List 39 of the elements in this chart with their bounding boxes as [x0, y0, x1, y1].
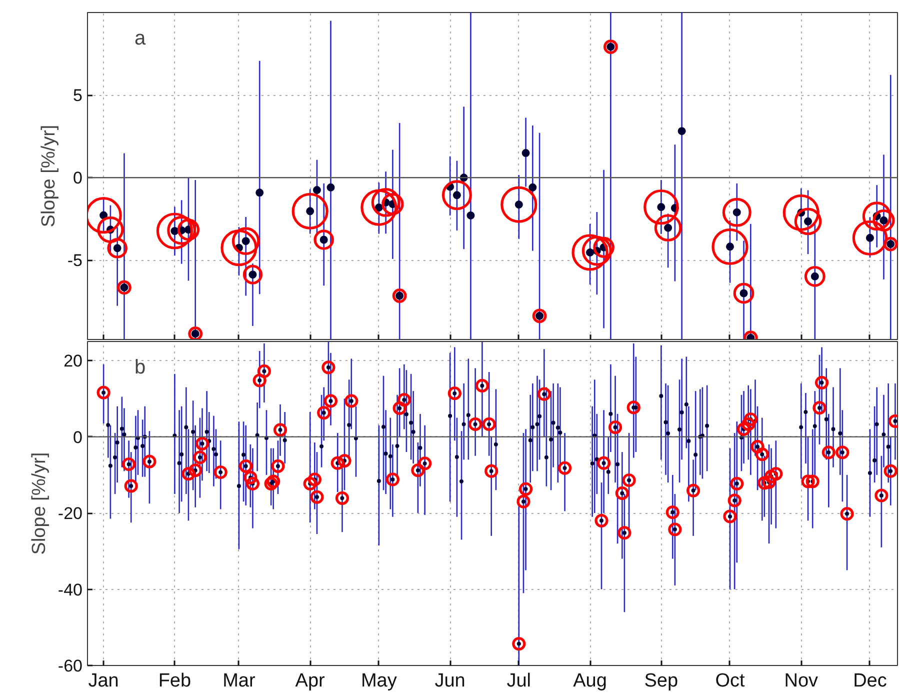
x-tick-label: Jan [88, 670, 119, 692]
annotation: a [134, 28, 146, 50]
point [866, 234, 874, 242]
point [514, 200, 523, 209]
y-tick-label: 20 [64, 352, 83, 371]
y-tick-label: -20 [58, 504, 83, 524]
x-tick-label: Dec [853, 670, 887, 692]
y-tick-label: 5 [73, 86, 83, 106]
point [528, 183, 537, 192]
x-tick-label: Mar [222, 670, 256, 692]
x-tick-label: Aug [573, 670, 607, 692]
y-axis-title: Slope [%/yr] [38, 124, 60, 228]
point [306, 207, 314, 216]
point [466, 211, 475, 220]
point [522, 149, 530, 158]
point [256, 188, 264, 197]
x-tick-label: May [360, 670, 398, 692]
point [726, 242, 734, 251]
x-tick-label: Sep [644, 670, 678, 692]
x-tick-label: Apr [295, 670, 326, 692]
y-tick-label: -5 [67, 251, 83, 270]
y-tick-label: 0 [73, 428, 83, 447]
annotation: b [134, 356, 146, 378]
x-tick-label: Jun [434, 670, 466, 692]
x-tick-label: Feb [158, 670, 192, 692]
point [678, 127, 686, 136]
y-tick-label: 0 [73, 168, 83, 188]
point [586, 248, 594, 256]
x-tick-label: Nov [784, 670, 819, 692]
x-tick-label: Jul [506, 670, 532, 692]
point [746, 334, 755, 340]
y-tick-label: -60 [58, 656, 83, 676]
point [657, 203, 666, 212]
y-axis-title: Slope [%/yr] [28, 452, 50, 555]
y-tick-label: -40 [58, 580, 83, 600]
x-tick-label: Oct [715, 670, 746, 692]
point [374, 204, 383, 212]
point [326, 183, 335, 192]
point [312, 186, 321, 194]
